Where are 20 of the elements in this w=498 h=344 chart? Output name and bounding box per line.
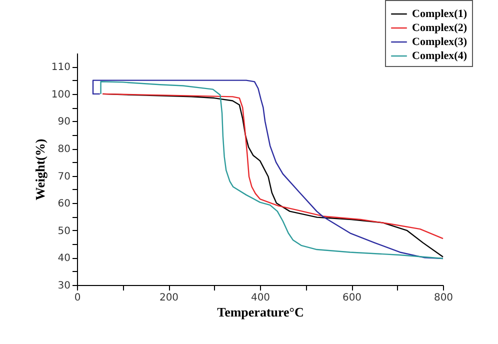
y-tick-label: 100 bbox=[51, 89, 70, 100]
x-tick-label: 800 bbox=[434, 292, 454, 304]
y-tick-label: 30 bbox=[58, 280, 70, 292]
legend-label: Complex(2) bbox=[412, 22, 468, 34]
x-tick-label: 600 bbox=[342, 292, 362, 304]
x-axis-title: Temperature°C bbox=[217, 304, 304, 320]
x-tick-label: 0 bbox=[74, 292, 81, 304]
y-tick-label: 80 bbox=[58, 144, 70, 156]
legend-label: Complex(1) bbox=[412, 8, 468, 20]
x-tick-label: 400 bbox=[250, 292, 270, 304]
y-axis-title: Weight(%) bbox=[32, 138, 48, 200]
legend-label: Complex(4) bbox=[412, 50, 468, 62]
legend-label: Complex(3) bbox=[412, 36, 468, 48]
x-tick-label: 200 bbox=[159, 292, 179, 304]
y-tick-label: 90 bbox=[58, 116, 70, 128]
y-tick-label: 50 bbox=[58, 226, 70, 237]
y-tick-label: 70 bbox=[58, 171, 70, 182]
y-tick-label: 110 bbox=[51, 62, 70, 74]
y-tick-label: 60 bbox=[58, 198, 70, 210]
y-tick-label: 40 bbox=[58, 253, 70, 264]
